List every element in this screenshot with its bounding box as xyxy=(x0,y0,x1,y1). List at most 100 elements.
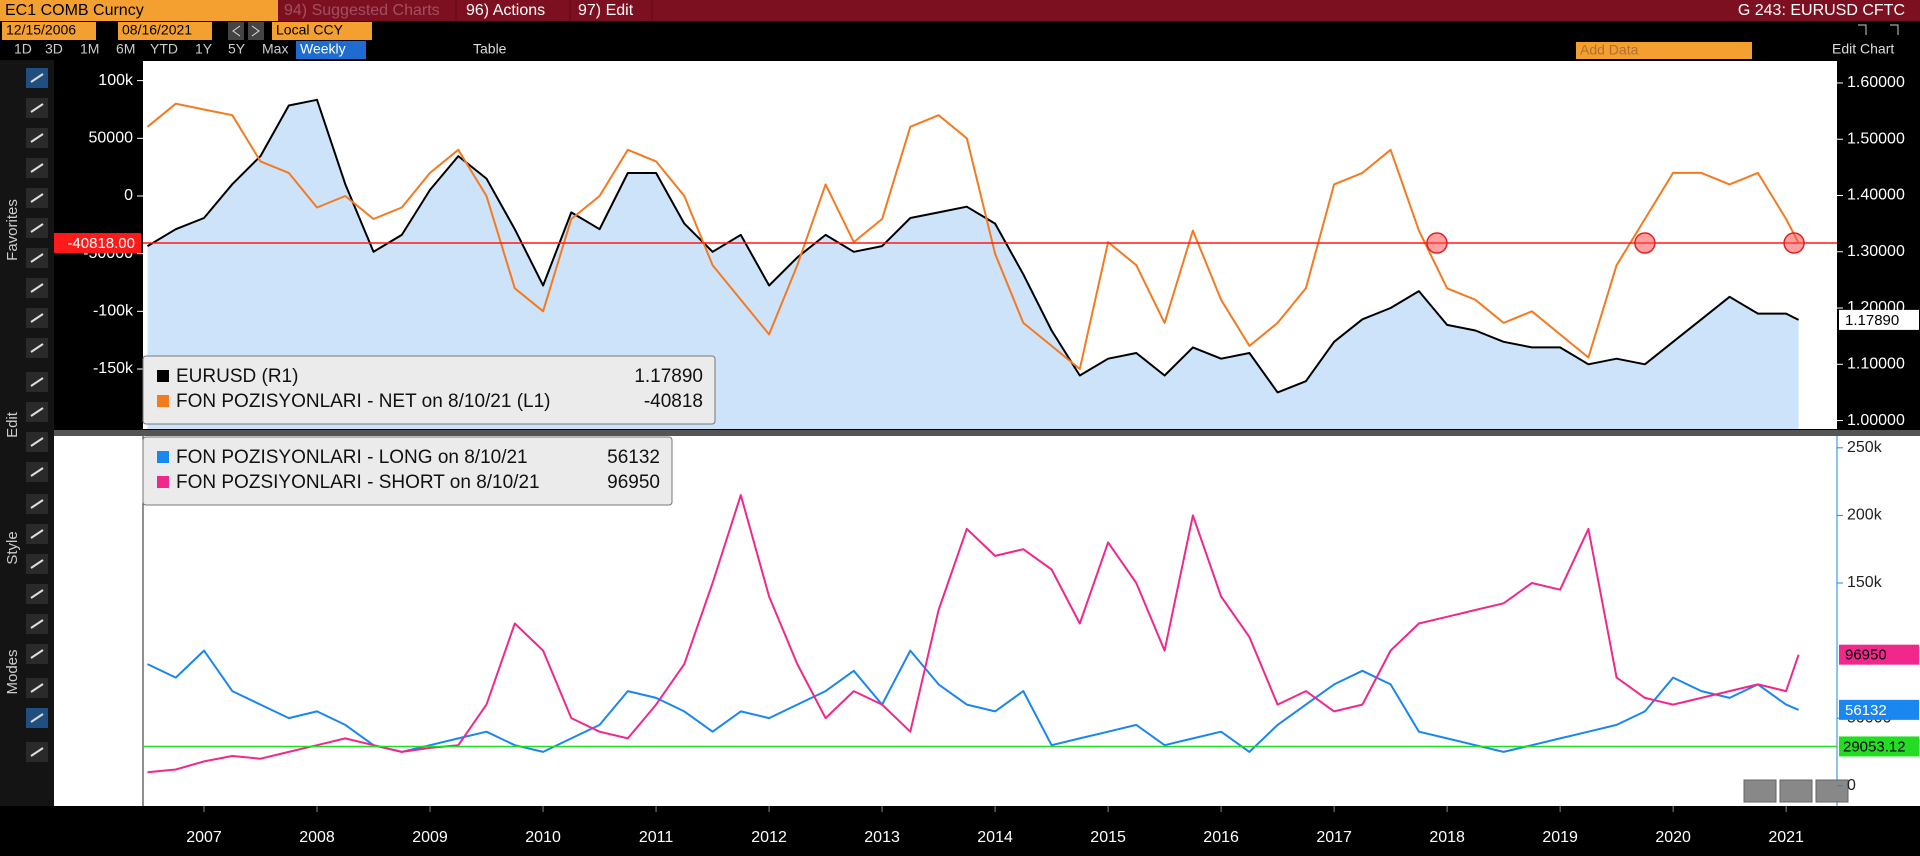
redo-icon[interactable] xyxy=(1890,24,1899,35)
last-value-tag xyxy=(1839,644,1919,665)
prev-button[interactable] xyxy=(228,22,244,40)
security[interactable]: EC1 COMB Curncy xyxy=(5,2,144,19)
sidebar-section: Modes xyxy=(4,649,21,694)
legend-swatch xyxy=(157,395,169,407)
period-button[interactable]: Max xyxy=(262,41,288,57)
x-tick-label: 2012 xyxy=(751,829,787,846)
x-tick-label: 2014 xyxy=(977,829,1013,846)
tool-glyph xyxy=(30,103,44,113)
x-tick-label: 2016 xyxy=(1203,829,1239,846)
series-line xyxy=(147,494,1800,774)
last-value-tag xyxy=(1839,699,1919,720)
security-box[interactable] xyxy=(0,0,278,21)
window-title: G 243: EURUSD CFTC xyxy=(1738,2,1905,19)
tool-glyph xyxy=(30,683,44,693)
menu-item[interactable]: 97) Edit xyxy=(578,2,634,19)
x-tick-label: 2008 xyxy=(299,829,335,846)
next-icon xyxy=(251,25,260,37)
y-tick-label: -150k xyxy=(93,360,134,377)
legend-swatch xyxy=(157,476,169,488)
y-tick-label: 1.40000 xyxy=(1847,187,1905,204)
menu-item[interactable]: 94) Suggested Charts xyxy=(284,2,440,19)
tool-glyph xyxy=(30,223,44,233)
tool-glyph xyxy=(30,407,44,417)
tool-glyph xyxy=(30,499,44,509)
edit-chart[interactable]: Edit Chart xyxy=(1832,41,1894,57)
period-button[interactable]: 1D xyxy=(14,41,32,57)
y-tick-label: -100k xyxy=(93,303,134,320)
legend-value: -40818 xyxy=(644,391,703,412)
y-tick-label: 150k xyxy=(1847,574,1883,591)
y-tick-label: 1.00000 xyxy=(1847,412,1905,429)
tool-glyph xyxy=(30,163,44,173)
mini-tool[interactable] xyxy=(1743,779,1777,803)
end-date[interactable]: 08/16/2021 xyxy=(122,22,192,38)
legend-value: 96950 xyxy=(607,472,660,493)
legend-swatch xyxy=(157,370,169,382)
currency[interactable]: Local CCY xyxy=(276,22,344,38)
period-button[interactable]: Weekly xyxy=(300,41,346,57)
tool-glyph xyxy=(30,193,44,203)
y-tick-label: 1.60000 xyxy=(1847,74,1905,91)
x-tick-label: 2017 xyxy=(1316,829,1352,846)
tool-glyph xyxy=(30,73,44,83)
tool-glyph xyxy=(30,619,44,629)
x-axis-band xyxy=(0,806,1920,856)
last-value-label: 96950 xyxy=(1845,647,1887,664)
tool-glyph xyxy=(30,467,44,477)
y-tick-label: 0 xyxy=(124,187,133,204)
table-button[interactable]: Table xyxy=(473,41,507,57)
menu-item[interactable]: 96) Actions xyxy=(466,2,545,19)
sidebar-section: Favorites xyxy=(4,199,21,261)
period-button[interactable]: 5Y xyxy=(228,41,246,57)
reference-tag-label: -40818.00 xyxy=(67,235,135,252)
tool-glyph xyxy=(30,313,44,323)
tool-glyph xyxy=(30,649,44,659)
legend-label: FON POZISYONLARI - NET on 8/10/21 (L1) xyxy=(176,391,551,412)
y-tick-label: 1.10000 xyxy=(1847,356,1905,373)
legend xyxy=(142,355,716,425)
period-button[interactable]: 6M xyxy=(116,41,135,57)
period-button[interactable]: 1Y xyxy=(195,41,213,57)
tool-glyph xyxy=(30,747,44,757)
legend-label: FON POZISYONLARI - LONG on 8/10/21 xyxy=(176,447,528,468)
series-line xyxy=(146,98,1800,394)
next-button[interactable] xyxy=(248,22,264,40)
end-date-box[interactable] xyxy=(118,22,212,40)
period-button[interactable]: 1M xyxy=(80,41,99,57)
reference-tag xyxy=(54,233,141,254)
period-button[interactable]: YTD xyxy=(150,41,178,57)
crossing-marker xyxy=(1783,232,1805,254)
reference-tag-label: 29053.12 xyxy=(1843,738,1906,755)
tool-glyph xyxy=(30,283,44,293)
add-data-box[interactable] xyxy=(1576,42,1752,59)
x-tick-label: 2018 xyxy=(1429,829,1465,846)
y-tick-label: 100k xyxy=(98,72,134,89)
panel-divider[interactable] xyxy=(54,430,1920,436)
x-tick-label: 2011 xyxy=(639,829,674,846)
mini-tool[interactable] xyxy=(1815,779,1849,803)
x-tick-label: 2010 xyxy=(525,829,561,846)
period-button[interactable]: 3D xyxy=(45,41,63,57)
legend-label: EURUSD (R1) xyxy=(176,366,298,387)
legend-value: 1.17890 xyxy=(634,366,703,387)
tool-glyph xyxy=(30,713,44,723)
period-active[interactable] xyxy=(296,41,366,59)
crossing-marker xyxy=(1426,232,1448,254)
start-date[interactable]: 12/15/2006 xyxy=(6,22,76,38)
crossing-marker xyxy=(1634,232,1656,254)
y-tick-label: 0 xyxy=(1847,777,1856,794)
legend-value: 56132 xyxy=(607,447,660,468)
currency-box[interactable] xyxy=(272,22,372,40)
start-date-box[interactable] xyxy=(2,22,96,40)
series-area xyxy=(147,99,1799,430)
add-data[interactable]: Add Data xyxy=(1580,42,1639,58)
tool-glyph xyxy=(30,133,44,143)
x-tick-label: 2013 xyxy=(864,829,900,846)
undo-icon[interactable] xyxy=(1858,24,1867,35)
x-tick-label: 2019 xyxy=(1542,829,1578,846)
x-tick-label: 2021 xyxy=(1768,829,1804,846)
mini-tool[interactable] xyxy=(1779,779,1813,803)
tool-glyph xyxy=(30,589,44,599)
